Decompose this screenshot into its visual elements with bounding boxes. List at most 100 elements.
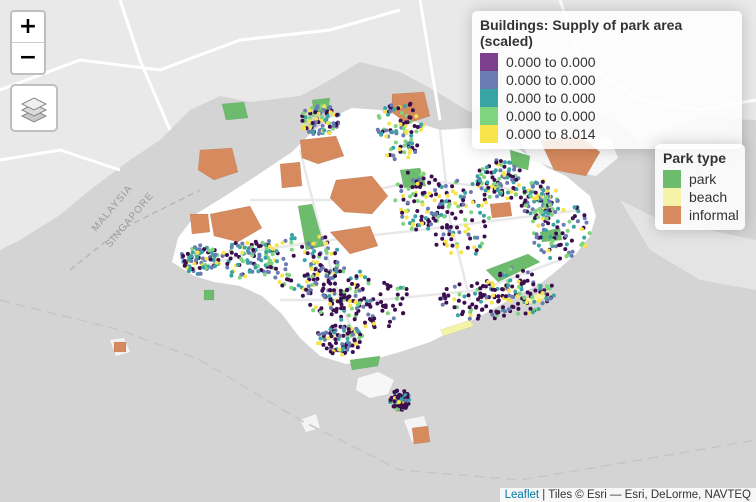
building-point[interactable]: [539, 248, 544, 253]
building-point[interactable]: [506, 283, 511, 288]
building-point[interactable]: [225, 261, 230, 266]
building-point[interactable]: [449, 237, 454, 242]
building-point[interactable]: [494, 160, 499, 165]
building-point[interactable]: [440, 236, 445, 241]
building-point[interactable]: [420, 221, 424, 226]
building-point[interactable]: [363, 275, 367, 280]
building-point[interactable]: [250, 253, 255, 258]
building-point[interactable]: [406, 155, 411, 160]
building-point[interactable]: [544, 195, 549, 200]
building-point[interactable]: [532, 240, 537, 245]
building-point[interactable]: [210, 247, 215, 252]
building-point[interactable]: [424, 194, 429, 199]
building-point[interactable]: [477, 178, 482, 183]
building-point[interactable]: [536, 307, 541, 312]
building-point[interactable]: [540, 191, 544, 196]
building-point[interactable]: [587, 231, 592, 236]
building-point[interactable]: [342, 295, 347, 300]
building-point[interactable]: [540, 179, 545, 184]
building-point[interactable]: [329, 251, 334, 256]
building-point[interactable]: [506, 288, 511, 293]
building-point[interactable]: [280, 240, 285, 245]
building-point[interactable]: [406, 186, 411, 191]
building-point[interactable]: [481, 293, 486, 297]
building-point[interactable]: [414, 227, 419, 232]
building-point[interactable]: [197, 271, 202, 276]
building-point[interactable]: [302, 273, 307, 278]
building-point[interactable]: [511, 186, 516, 190]
building-point[interactable]: [409, 130, 414, 135]
building-point[interactable]: [234, 252, 238, 257]
building-point[interactable]: [305, 272, 310, 277]
building-point[interactable]: [544, 216, 549, 221]
building-point[interactable]: [484, 304, 489, 309]
park-polygon[interactable]: [297, 203, 325, 251]
building-point[interactable]: [484, 165, 489, 170]
building-point[interactable]: [443, 239, 448, 244]
zoom-out-button[interactable]: −: [12, 42, 44, 73]
building-point[interactable]: [470, 218, 475, 223]
building-point[interactable]: [485, 170, 490, 175]
building-point[interactable]: [188, 254, 193, 259]
building-point[interactable]: [403, 120, 408, 125]
building-point[interactable]: [275, 270, 280, 275]
building-point[interactable]: [340, 352, 345, 357]
building-point[interactable]: [391, 316, 396, 321]
building-point[interactable]: [323, 256, 328, 261]
building-point[interactable]: [491, 293, 496, 298]
building-point[interactable]: [415, 181, 420, 186]
building-point[interactable]: [401, 221, 406, 226]
building-point[interactable]: [408, 101, 413, 106]
building-point[interactable]: [440, 225, 445, 230]
building-point[interactable]: [394, 407, 399, 412]
building-point[interactable]: [401, 197, 406, 202]
building-point[interactable]: [329, 312, 334, 317]
building-point[interactable]: [307, 129, 311, 134]
building-point[interactable]: [481, 219, 486, 224]
building-point[interactable]: [361, 304, 366, 309]
building-point[interactable]: [517, 284, 521, 289]
building-point[interactable]: [502, 160, 507, 165]
building-point[interactable]: [438, 202, 443, 207]
building-point[interactable]: [372, 316, 377, 321]
building-point[interactable]: [350, 332, 355, 337]
building-point[interactable]: [208, 257, 213, 262]
building-point[interactable]: [338, 292, 343, 297]
building-point[interactable]: [546, 221, 551, 226]
building-point[interactable]: [467, 305, 472, 310]
building-point[interactable]: [324, 241, 329, 246]
building-point[interactable]: [338, 269, 342, 274]
building-point[interactable]: [379, 131, 384, 136]
building-point[interactable]: [328, 110, 333, 115]
building-point[interactable]: [213, 264, 217, 268]
building-point[interactable]: [404, 129, 409, 134]
building-point[interactable]: [342, 266, 347, 271]
building-point[interactable]: [534, 232, 539, 237]
building-point[interactable]: [202, 247, 207, 252]
building-point[interactable]: [324, 346, 329, 351]
building-point[interactable]: [447, 228, 452, 233]
building-point[interactable]: [569, 238, 574, 243]
building-point[interactable]: [419, 127, 424, 132]
building-point[interactable]: [482, 175, 487, 180]
building-point[interactable]: [405, 170, 410, 175]
building-point[interactable]: [363, 324, 368, 329]
building-point[interactable]: [358, 269, 362, 274]
building-point[interactable]: [213, 252, 218, 257]
building-point[interactable]: [302, 126, 307, 131]
building-point[interactable]: [519, 203, 524, 208]
building-point[interactable]: [256, 256, 261, 261]
building-point[interactable]: [395, 292, 400, 297]
building-point[interactable]: [225, 265, 230, 270]
building-point[interactable]: [567, 219, 572, 224]
building-point[interactable]: [407, 115, 412, 120]
building-point[interactable]: [515, 294, 520, 299]
building-point[interactable]: [510, 304, 515, 309]
building-point[interactable]: [487, 194, 492, 199]
park-polygon[interactable]: [221, 101, 249, 121]
building-point[interactable]: [522, 279, 527, 284]
building-point[interactable]: [413, 150, 418, 154]
building-point[interactable]: [310, 251, 315, 256]
building-point[interactable]: [540, 222, 545, 227]
building-point[interactable]: [307, 116, 312, 121]
